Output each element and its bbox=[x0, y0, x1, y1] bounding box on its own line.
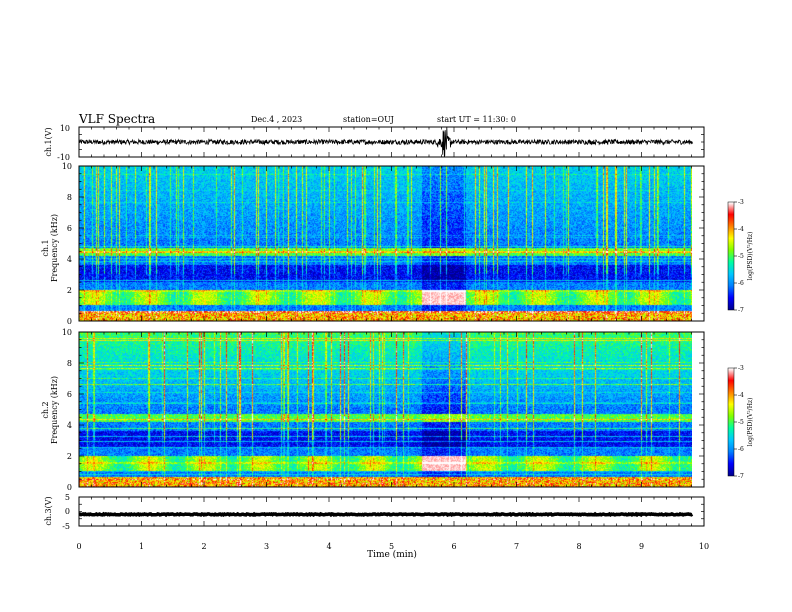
time-tick-label: 3 bbox=[264, 542, 269, 551]
chart-title: VLF Spectra bbox=[79, 112, 156, 126]
ch1-colorbar-label: log(PSD)(V²/Hz) bbox=[747, 232, 754, 281]
ch1-freq-ticks: 0 2 4 6 8 10 bbox=[62, 162, 704, 326]
colorbar-tick-label: -5 bbox=[738, 419, 744, 426]
colorbar-tick-label: -7 bbox=[738, 473, 744, 480]
ch1-ytick-top: 10 bbox=[60, 124, 70, 133]
time-tick-label: 2 bbox=[201, 542, 206, 551]
freq-tick-label: 6 bbox=[67, 224, 72, 233]
colorbar-gradient bbox=[728, 202, 734, 310]
start-time-label: start UT = 11:30: 0 bbox=[437, 115, 516, 124]
freq-tick-label: 10 bbox=[62, 162, 72, 171]
time-tick-label: 8 bbox=[576, 542, 581, 551]
ch1-spectrogram-image bbox=[79, 166, 692, 321]
ch1-ylabel: ch.1(V) bbox=[44, 127, 53, 156]
colorbar-gradient bbox=[728, 368, 734, 476]
ch1-trace-line bbox=[79, 127, 694, 157]
time-tick-label: 4 bbox=[326, 542, 331, 551]
ch2-colorbar-ticks: -3 -4 -5 -6 -7 bbox=[734, 365, 744, 480]
ch1-spectrogram bbox=[78, 165, 705, 322]
ch1-ytick-bottom: -10 bbox=[57, 153, 70, 162]
colorbar-tick-label: -7 bbox=[738, 307, 744, 314]
ch1-spec-ylabel-freq: Frequency (kHz) bbox=[50, 214, 59, 282]
freq-tick-label: 0 bbox=[67, 483, 72, 492]
time-tick-labels: 0 1 2 3 4 5 6 7 8 9 10 bbox=[76, 542, 709, 551]
date-label: Dec.4 , 2023 bbox=[251, 115, 303, 124]
ch2-spec-ylabel-channel: ch.2 bbox=[41, 401, 50, 418]
colorbar-tick-label: -6 bbox=[738, 446, 744, 453]
ch3-ytick-mid: 0 bbox=[65, 507, 70, 516]
colorbar-tick-label: -3 bbox=[738, 199, 744, 206]
ch2-freq-ticks: 0 2 4 6 8 10 bbox=[62, 328, 704, 492]
station-label: station=OUJ bbox=[343, 115, 394, 124]
time-tick-label: 6 bbox=[451, 542, 456, 551]
time-tick-marks bbox=[78, 126, 705, 527]
colorbar-tick-label: -5 bbox=[738, 253, 744, 260]
ch3-waveform-trace bbox=[79, 511, 694, 518]
ch1-spec-ylabel-channel: ch.1 bbox=[41, 239, 50, 256]
freq-tick-label: 4 bbox=[67, 421, 72, 430]
x-axis-label: Time (min) bbox=[367, 549, 417, 560]
freq-tick-label: 2 bbox=[67, 286, 72, 295]
time-tick-label: 10 bbox=[699, 542, 709, 551]
colorbar-tick-label: -6 bbox=[738, 280, 744, 287]
ch3-ylabel: ch.3(V) bbox=[44, 496, 53, 525]
ch1-colorbar-ticks: -3 -4 -5 -6 -7 bbox=[734, 199, 744, 314]
freq-tick-label: 8 bbox=[67, 193, 72, 202]
ch1-waveform-trace bbox=[79, 127, 694, 157]
colorbar-tick-label: -4 bbox=[738, 226, 744, 233]
ch2-spectrogram-image bbox=[79, 332, 692, 487]
time-tick-label: 1 bbox=[139, 542, 144, 551]
time-tick-label: 5 bbox=[389, 542, 394, 551]
ch3-trace-line bbox=[79, 511, 694, 518]
freq-tick-label: 4 bbox=[67, 255, 72, 264]
colorbar-tick-label: -4 bbox=[738, 392, 744, 399]
ch2-colorbar-label: log(PSD)(V²/Hz) bbox=[747, 398, 754, 447]
freq-tick-label: 0 bbox=[67, 317, 72, 326]
ch3-ytick-bottom: -5 bbox=[62, 522, 70, 531]
ch2-spec-ylabel-freq: Frequency (kHz) bbox=[50, 376, 59, 444]
ch2-colorbar bbox=[727, 367, 735, 477]
freq-tick-label: 8 bbox=[67, 359, 72, 368]
freq-tick-label: 6 bbox=[67, 390, 72, 399]
ch2-spectrogram bbox=[78, 331, 705, 488]
ch1-colorbar bbox=[727, 201, 735, 311]
ch3-ytick-top: 5 bbox=[65, 493, 70, 502]
time-tick-label: 9 bbox=[639, 542, 644, 551]
time-tick-label: 7 bbox=[514, 542, 519, 551]
time-tick-label: 0 bbox=[76, 542, 81, 551]
freq-tick-label: 2 bbox=[67, 452, 72, 461]
freq-tick-label: 10 bbox=[62, 328, 72, 337]
colorbar-tick-label: -3 bbox=[738, 365, 744, 372]
